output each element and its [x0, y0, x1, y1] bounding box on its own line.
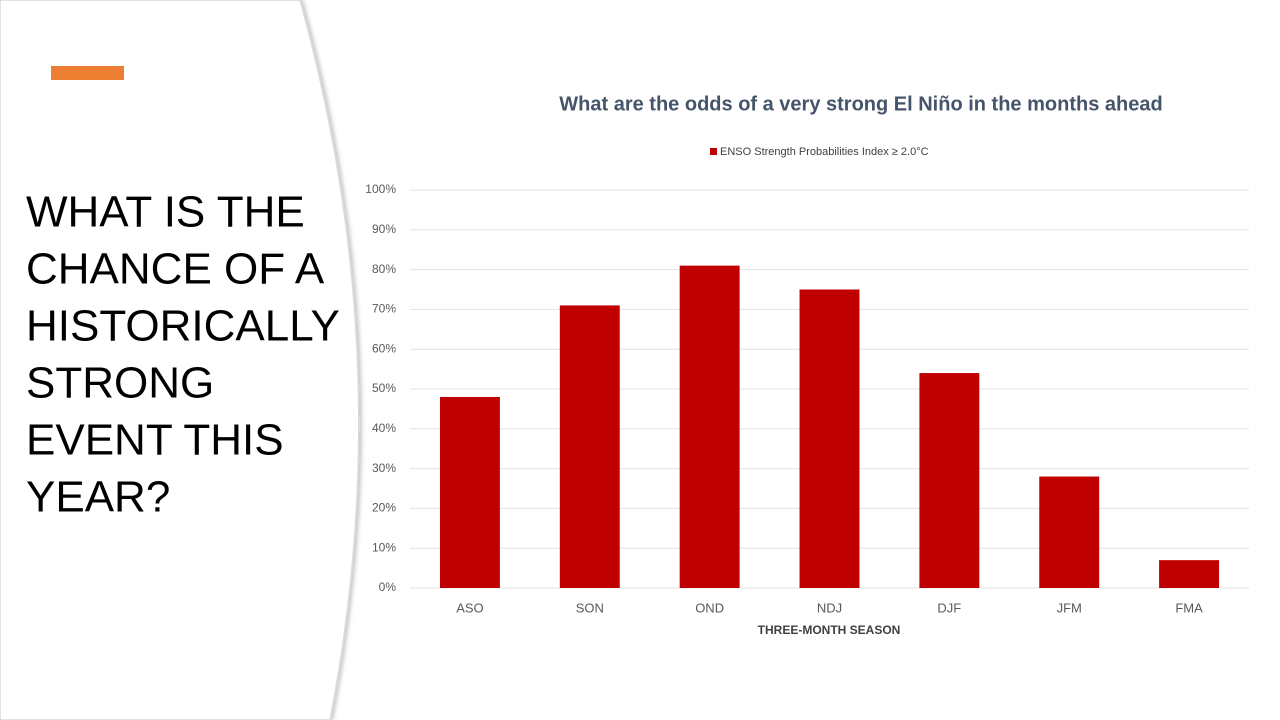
- y-tick-label: 70%: [372, 302, 396, 316]
- y-tick-label: 30%: [372, 461, 396, 475]
- legend-swatch: [710, 148, 717, 155]
- bar: [559, 305, 620, 588]
- y-tick-label: 50%: [372, 381, 396, 395]
- y-tick-label: 40%: [372, 421, 396, 435]
- bar: [1159, 560, 1220, 588]
- x-tick-label: OND: [695, 600, 724, 615]
- chart-title: What are the odds of a very strong El Ni…: [559, 93, 1162, 115]
- heading: WHAT IS THE CHANCE OF A HISTORICALLY STRONG…: [26, 188, 340, 522]
- x-tick-label: JFM: [1057, 600, 1082, 615]
- x-tick-label: ASO: [456, 600, 483, 615]
- bar: [439, 396, 500, 588]
- bar: [799, 289, 860, 588]
- heading-line: HISTORICALLY: [26, 302, 340, 351]
- legend-label: ENSO Strength Probabilities Index ≥ 2.0°…: [720, 146, 929, 158]
- x-tick-label: DJF: [937, 600, 961, 615]
- y-tick-label: 10%: [372, 540, 396, 554]
- y-tick-label: 60%: [372, 341, 396, 355]
- accent-bar: [51, 66, 124, 80]
- x-axis-label: THREE-MONTH SEASON: [758, 623, 901, 637]
- heading-line: WHAT IS THE: [26, 188, 305, 237]
- bar: [679, 265, 740, 588]
- y-tick-label: 90%: [372, 222, 396, 236]
- x-tick-label: NDJ: [817, 600, 842, 615]
- bar: [919, 373, 980, 588]
- y-tick-label: 80%: [372, 262, 396, 276]
- heading-line: CHANCE OF A: [26, 245, 325, 294]
- x-tick-label: FMA: [1175, 600, 1203, 615]
- bar: [1039, 476, 1100, 588]
- heading-line: STRONG: [26, 359, 214, 408]
- heading-line: YEAR?: [26, 473, 170, 522]
- side-panel: [0, 0, 360, 720]
- x-tick-label: SON: [576, 600, 604, 615]
- heading-line: EVENT THIS: [26, 416, 284, 465]
- y-tick-label: 20%: [372, 501, 396, 515]
- y-tick-label: 100%: [365, 182, 396, 196]
- y-tick-label: 0%: [379, 580, 397, 594]
